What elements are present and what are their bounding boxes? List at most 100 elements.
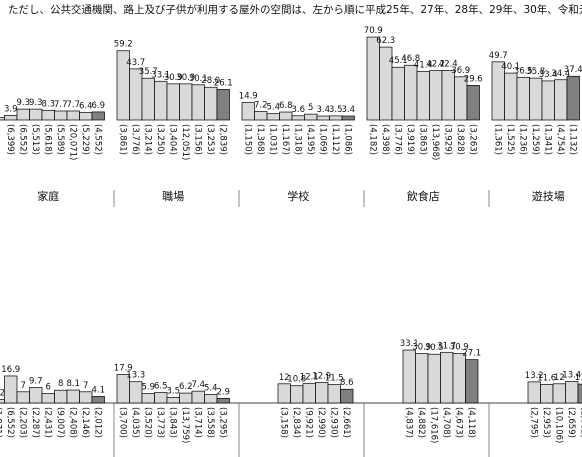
value-label: 12.9 (312, 371, 331, 381)
value-label: 33.4 (539, 70, 558, 80)
sample-size: (3,158) (278, 407, 288, 438)
value-label: 30.1 (189, 74, 208, 84)
value-label: 7 (83, 381, 88, 391)
value-label: 29.6 (464, 74, 483, 84)
bar (429, 70, 443, 121)
sample-size: (2,203) (17, 407, 27, 438)
sample-size: (3,156) (192, 124, 202, 155)
bar (166, 397, 180, 404)
sample-size: (3,861) (117, 124, 127, 155)
value-label: 7.4 (191, 380, 205, 390)
note: ただし、公共交通機関、路上及び子供が利用する屋外の空間は、左から順に平成25年、… (8, 3, 582, 16)
bar (327, 384, 341, 404)
value-label: 6.5 (154, 382, 168, 392)
value-label: 34.4 (551, 69, 570, 79)
sample-size: (2,012) (92, 407, 102, 438)
value-label: 9.3 (16, 98, 30, 108)
bar (329, 115, 343, 121)
sample-size: (5,229) (80, 124, 90, 155)
bar (290, 385, 304, 404)
sample-size: (3,773) (155, 407, 165, 438)
value-label: 2.9 (216, 387, 230, 397)
sample-size: (3,843) (167, 407, 177, 438)
value-label: 14.9 (239, 92, 258, 102)
sample-size: (3,700) (117, 407, 127, 438)
value-label: 5.4 (266, 103, 280, 113)
sample-size: (5,618) (42, 124, 52, 155)
sample-size: (5,513) (30, 124, 40, 155)
bar (254, 111, 268, 121)
sample-size: (3,929) (442, 124, 452, 155)
sample-size: (1,031) (267, 124, 277, 155)
sample-size: (1,341) (542, 124, 552, 155)
bar (216, 89, 230, 121)
sample-size: (1,167) (280, 124, 290, 155)
sample-size: (3,404) (167, 124, 177, 155)
value-label: 3.4 (316, 105, 330, 115)
value-label: 8.6 (340, 378, 354, 388)
sample-size: (1,361) (492, 124, 502, 155)
sample-size: (6,552) (17, 124, 27, 155)
bar (277, 383, 291, 404)
bar (166, 83, 180, 121)
value-label: 36.5 (514, 66, 533, 76)
sample-size: (3,295) (217, 407, 227, 438)
bar (415, 353, 429, 404)
bar (66, 110, 80, 121)
bar (416, 71, 430, 121)
sample-size: (3,919) (405, 124, 415, 155)
sample-size: (6,552) (5, 407, 15, 438)
value-label: 8.3 (41, 99, 55, 109)
bar (554, 79, 568, 121)
sample-size: (4,398) (380, 124, 390, 155)
bar (577, 383, 582, 404)
category-label: 職場 (162, 190, 184, 203)
sample-size: (4,754) (555, 124, 565, 155)
bar (302, 383, 316, 404)
sample-size: (4,035) (130, 407, 140, 438)
bar (4, 375, 18, 404)
value-label: 42.4 (439, 59, 458, 69)
value-label: 16.9 (1, 365, 20, 375)
value-label: 37.4 (564, 65, 582, 75)
sample-size: (4,552) (92, 124, 102, 155)
value-label: 7.7 (66, 100, 80, 110)
value-label: 3.4 (341, 105, 355, 115)
value-label: 2 (0, 107, 1, 117)
bar (241, 102, 255, 121)
bar (16, 391, 30, 404)
sample-size: (2,839) (217, 124, 227, 155)
bar (540, 384, 554, 404)
bar (54, 389, 68, 404)
bar (504, 72, 518, 121)
bar (41, 109, 55, 121)
sample-size: (4,708) (441, 407, 451, 438)
value-label: 40.1 (501, 62, 520, 72)
value-label: 12.1 (300, 373, 319, 383)
bar (440, 351, 454, 404)
bar (141, 393, 155, 404)
sample-size: (2,287) (30, 407, 40, 438)
value-label: 30.9 (412, 343, 431, 353)
bar (204, 394, 218, 404)
bar (441, 70, 455, 121)
sample-size: (12,051) (180, 124, 190, 160)
bar (129, 381, 143, 404)
bar (66, 389, 80, 404)
sample-size: (20,071) (67, 124, 77, 160)
value-label: 6.2 (179, 382, 193, 392)
value-label: 2.2 (0, 388, 5, 398)
bar (391, 66, 405, 121)
sample-size: (3,520) (142, 407, 152, 438)
bar (304, 113, 318, 121)
bar (79, 391, 93, 404)
value-label: 30.5 (425, 343, 444, 353)
sample-size: (1,525) (505, 124, 515, 155)
value-label: 8 (58, 379, 63, 389)
sample-size: (3,863) (417, 124, 427, 155)
sample-size: (2,431) (42, 407, 52, 438)
sample-size: (3,558) (205, 407, 215, 438)
bar (427, 353, 441, 404)
value-label: 46.8 (401, 54, 420, 64)
